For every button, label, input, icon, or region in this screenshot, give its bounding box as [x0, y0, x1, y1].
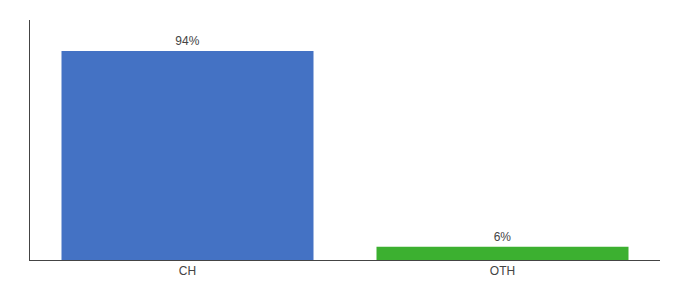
svg-text:OTH: OTH: [490, 264, 515, 278]
svg-text:CH: CH: [179, 264, 196, 278]
svg-text:94%: 94%: [175, 34, 199, 48]
svg-text:6%: 6%: [494, 230, 512, 244]
